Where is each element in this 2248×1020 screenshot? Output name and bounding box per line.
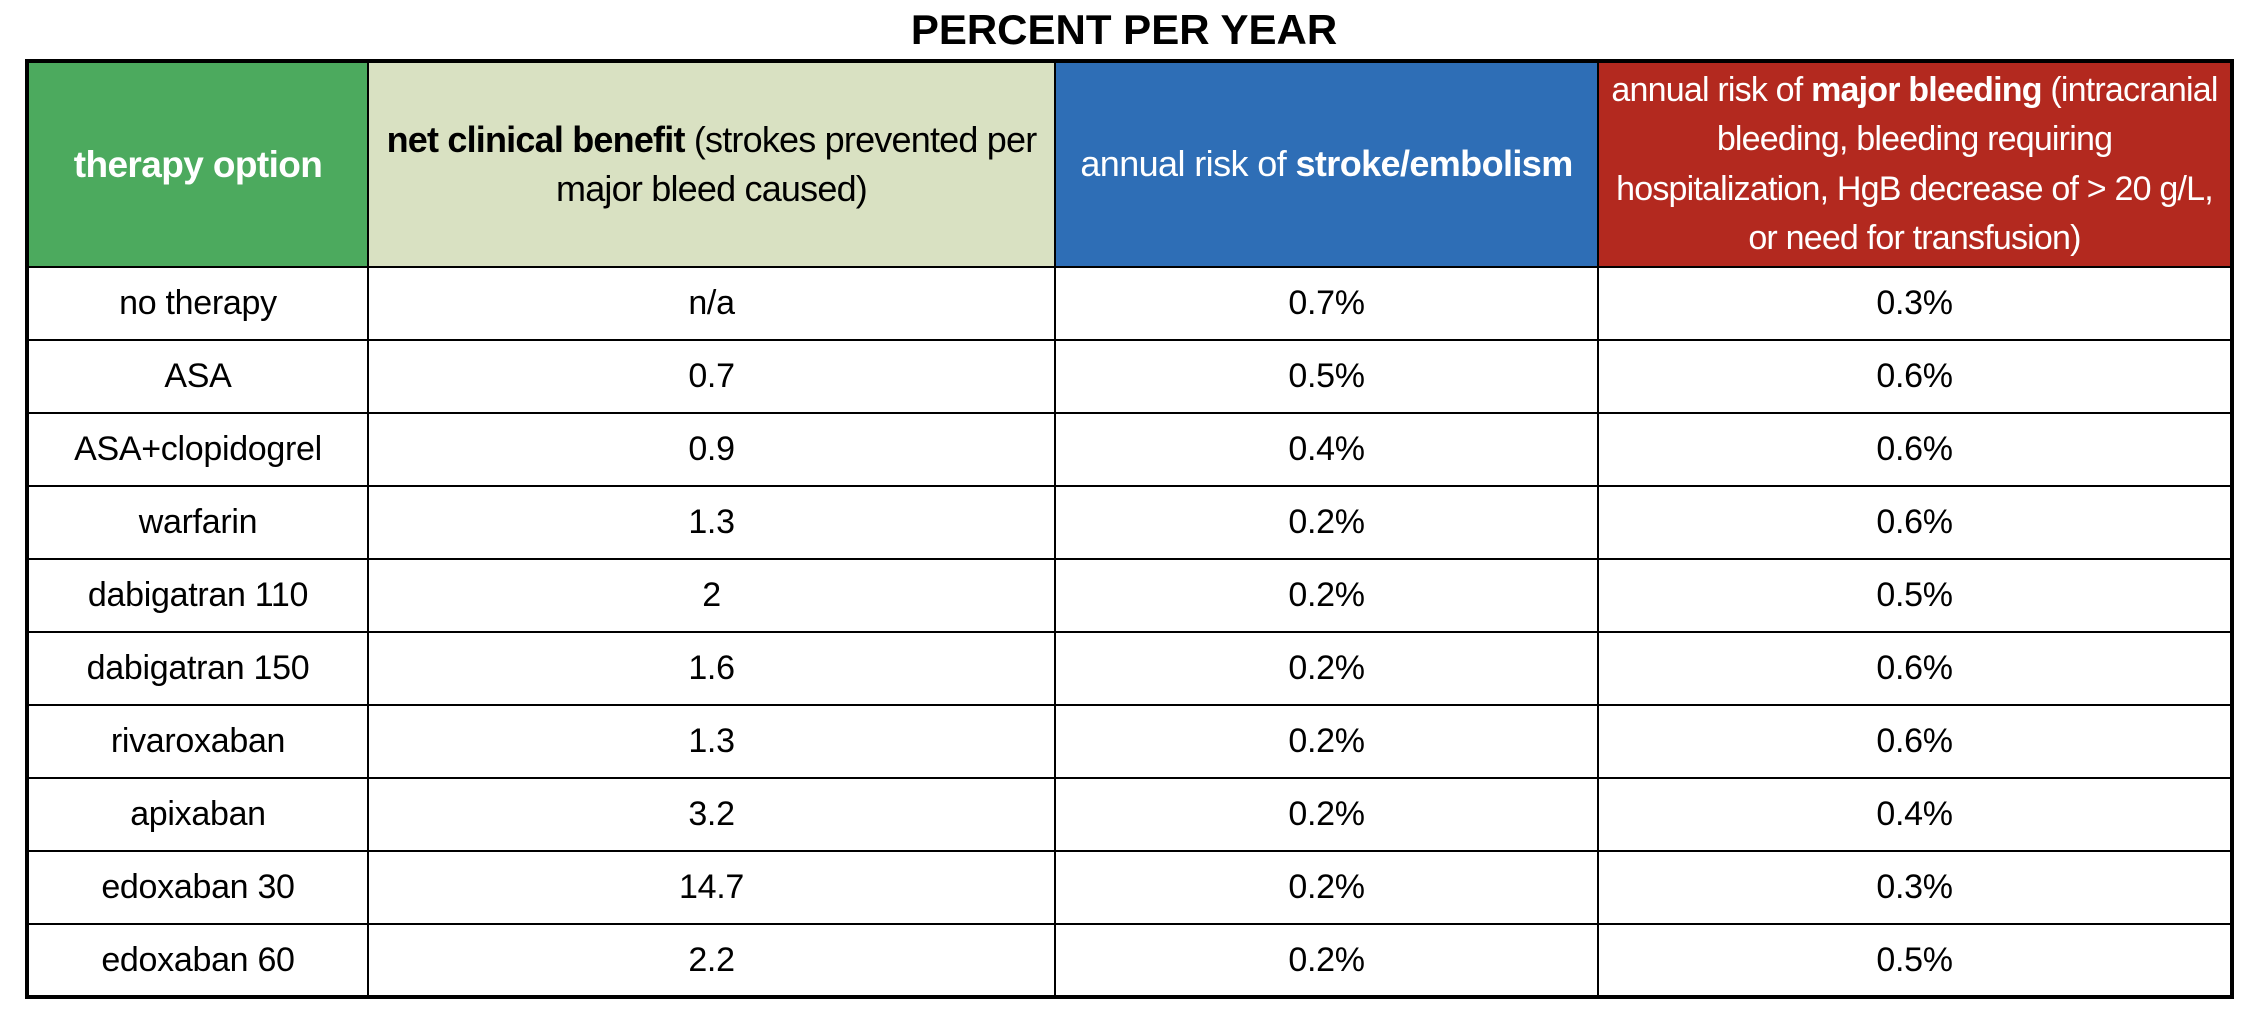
stroke-risk-cell: 0.2% — [1054, 704, 1599, 779]
header-text-bold: major bleeding — [1811, 70, 2042, 109]
therapy-cell: edoxaban 60 — [26, 923, 369, 998]
net-clinical-benefit-cell: 3.2 — [367, 777, 1056, 852]
net-clinical-benefit-cell: n/a — [367, 266, 1056, 341]
net-clinical-benefit-cell: 14.7 — [367, 850, 1056, 925]
header-text-bold: stroke/embolism — [1295, 143, 1574, 185]
stroke-risk-cell: 0.5% — [1054, 339, 1599, 414]
therapy-cell: dabigatran 150 — [26, 631, 369, 706]
column-header-net-clinical-benefit: net clinical benefit (strokes prevented … — [367, 60, 1056, 268]
table-row: warfarin 1.3 0.2% 0.6% — [26, 485, 2233, 560]
stroke-risk-cell: 0.2% — [1054, 558, 1599, 633]
column-header-therapy-option: therapy option — [26, 60, 369, 268]
column-header-major-bleeding-risk: annual risk of major bleeding (intracran… — [1597, 60, 2233, 268]
bleeding-risk-cell: 0.4% — [1597, 777, 2233, 852]
therapy-comparison-table: therapy option net clinical benefit (str… — [25, 59, 2234, 999]
header-text-prefix: annual risk of — [1611, 70, 1812, 109]
bleeding-risk-cell: 0.6% — [1597, 412, 2233, 487]
therapy-cell: ASA+clopidogrel — [26, 412, 369, 487]
therapy-cell: no therapy — [26, 266, 369, 341]
net-clinical-benefit-cell: 0.7 — [367, 339, 1056, 414]
table-row: dabigatran 150 1.6 0.2% 0.6% — [26, 631, 2233, 706]
therapy-cell: warfarin — [26, 485, 369, 560]
bleeding-risk-cell: 0.6% — [1597, 485, 2233, 560]
header-text-bold: therapy option — [73, 143, 323, 185]
net-clinical-benefit-cell: 0.9 — [367, 412, 1056, 487]
bleeding-risk-cell: 0.6% — [1597, 339, 2233, 414]
header-text-prefix: annual risk of — [1080, 143, 1296, 185]
table-row: rivaroxaban 1.3 0.2% 0.6% — [26, 704, 2233, 779]
net-clinical-benefit-cell: 2 — [367, 558, 1056, 633]
header-text-rest: (strokes prevented per major bleed cause… — [556, 118, 1037, 209]
bleeding-risk-cell: 0.5% — [1597, 923, 2233, 998]
therapy-cell: apixaban — [26, 777, 369, 852]
net-clinical-benefit-cell: 2.2 — [367, 923, 1056, 998]
net-clinical-benefit-cell: 1.3 — [367, 485, 1056, 560]
stroke-risk-cell: 0.2% — [1054, 631, 1599, 706]
bleeding-risk-cell: 0.5% — [1597, 558, 2233, 633]
table-row: apixaban 3.2 0.2% 0.4% — [26, 777, 2233, 852]
table-row: edoxaban 60 2.2 0.2% 0.5% — [26, 923, 2233, 998]
table-row: ASA+clopidogrel 0.9 0.4% 0.6% — [26, 412, 2233, 487]
therapy-cell: edoxaban 30 — [26, 850, 369, 925]
therapy-cell: rivaroxaban — [26, 704, 369, 779]
page-title: PERCENT PER YEAR — [910, 6, 1338, 53]
header-text-rest: (intracranial bleeding, bleeding requiri… — [1616, 70, 2218, 257]
table-row: dabigatran 110 2 0.2% 0.5% — [26, 558, 2233, 633]
stroke-risk-cell: 0.2% — [1054, 777, 1599, 852]
bleeding-risk-cell: 0.6% — [1597, 631, 2233, 706]
net-clinical-benefit-cell: 1.6 — [367, 631, 1056, 706]
bleeding-risk-cell: 0.3% — [1597, 850, 2233, 925]
stroke-risk-cell: 0.2% — [1054, 485, 1599, 560]
net-clinical-benefit-cell: 1.3 — [367, 704, 1056, 779]
stroke-risk-cell: 0.2% — [1054, 850, 1599, 925]
bleeding-risk-cell: 0.6% — [1597, 704, 2233, 779]
column-header-stroke-embolism-risk: annual risk of stroke/embolism — [1054, 60, 1599, 268]
header-text-bold: net clinical benefit — [386, 118, 686, 160]
table-header-row: therapy option net clinical benefit (str… — [26, 60, 2233, 268]
table-row: no therapy n/a 0.7% 0.3% — [26, 266, 2233, 341]
stroke-risk-cell: 0.2% — [1054, 923, 1599, 998]
therapy-cell: dabigatran 110 — [26, 558, 369, 633]
therapy-cell: ASA — [26, 339, 369, 414]
stroke-risk-cell: 0.7% — [1054, 266, 1599, 341]
table-row: ASA 0.7 0.5% 0.6% — [26, 339, 2233, 414]
table-row: edoxaban 30 14.7 0.2% 0.3% — [26, 850, 2233, 925]
stroke-risk-cell: 0.4% — [1054, 412, 1599, 487]
bleeding-risk-cell: 0.3% — [1597, 266, 2233, 341]
